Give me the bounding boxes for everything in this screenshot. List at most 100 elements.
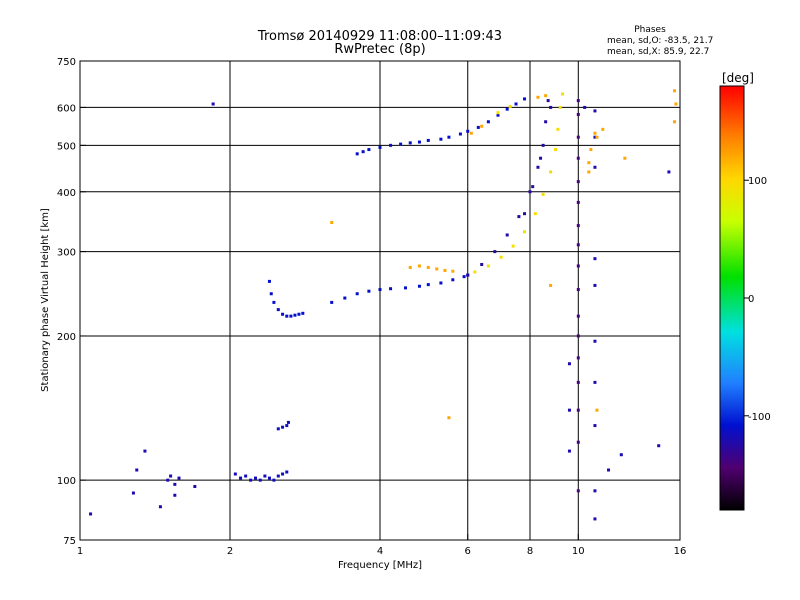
- data-point: [458, 132, 462, 136]
- phase-x-stats: mean, sd,X: 85.9, 22.7: [607, 47, 709, 57]
- data-point: [258, 478, 262, 482]
- data-point: [330, 221, 334, 225]
- data-point: [378, 145, 382, 149]
- data-point: [286, 420, 290, 424]
- data-point: [576, 99, 580, 103]
- data-point: [576, 380, 580, 384]
- data-point: [528, 190, 532, 194]
- x-tick-label: 4: [377, 546, 383, 557]
- data-point: [511, 244, 515, 248]
- data-point: [480, 124, 484, 128]
- data-point: [505, 233, 509, 237]
- data-point: [576, 288, 580, 292]
- data-point: [435, 267, 439, 271]
- data-point: [576, 356, 580, 360]
- data-point: [480, 262, 484, 266]
- data-point: [297, 312, 301, 316]
- data-point: [673, 120, 677, 124]
- colorbar-label: [deg]: [722, 71, 754, 85]
- colorbar-tick-label: -100: [748, 412, 771, 423]
- data-point: [493, 250, 497, 254]
- colorbar-ticks: 100 0 -100: [744, 176, 771, 423]
- data-point: [576, 440, 580, 444]
- data-point: [355, 292, 359, 296]
- y-tick-label: 75: [63, 536, 76, 547]
- data-point: [417, 264, 421, 268]
- chart-subtitle: RwPretec (8p): [334, 42, 425, 57]
- data-point: [595, 408, 599, 412]
- data-point: [249, 478, 253, 482]
- data-point: [143, 449, 147, 453]
- data-point: [166, 478, 170, 482]
- data-point: [593, 517, 597, 521]
- data-point: [576, 224, 580, 228]
- data-point: [244, 474, 248, 478]
- data-point: [576, 200, 580, 204]
- data-point: [281, 472, 285, 476]
- data-point: [403, 286, 407, 290]
- data-point: [536, 95, 540, 99]
- chart-title: Tromsø 20140929 11:08:00–11:09:43: [257, 29, 502, 44]
- data-point: [576, 180, 580, 184]
- data-point: [169, 474, 173, 478]
- data-point: [466, 129, 470, 133]
- data-point: [587, 170, 591, 174]
- data-point: [361, 150, 365, 154]
- data-point: [408, 265, 412, 269]
- data-point: [272, 478, 276, 482]
- data-point: [462, 275, 466, 279]
- data-point: [285, 424, 289, 428]
- data-point: [587, 161, 591, 165]
- data-point: [523, 212, 527, 216]
- data-point: [426, 283, 430, 287]
- data-point: [417, 140, 421, 144]
- x-tick-label: 6: [465, 546, 471, 557]
- data-point: [267, 279, 271, 283]
- data-point: [269, 292, 273, 296]
- data-point: [657, 444, 661, 448]
- phase-heading: Phases: [634, 25, 666, 35]
- y-tick-label: 500: [57, 141, 76, 152]
- data-point: [285, 314, 289, 318]
- data-point: [281, 425, 285, 429]
- data-point: [233, 472, 237, 476]
- y-tick-label: 100: [57, 476, 76, 487]
- data-point: [505, 107, 509, 111]
- data-point: [285, 470, 289, 474]
- data-point: [253, 476, 257, 480]
- data-point: [173, 482, 177, 486]
- data-point: [593, 165, 597, 169]
- data-point: [576, 243, 580, 247]
- data-point: [576, 334, 580, 338]
- data-point: [558, 105, 562, 109]
- data-point: [514, 102, 518, 106]
- data-point: [173, 493, 177, 497]
- colorbar-tick-label: 100: [748, 176, 767, 187]
- data-points: [89, 89, 678, 521]
- data-point: [408, 141, 412, 145]
- data-point: [593, 380, 597, 384]
- y-tick-label: 600: [57, 103, 76, 114]
- data-point: [544, 94, 548, 98]
- data-point: [549, 170, 553, 174]
- data-point: [473, 270, 477, 274]
- x-axis-label: Frequency [MHz]: [338, 560, 422, 571]
- data-point: [623, 156, 627, 160]
- data-point: [466, 273, 470, 277]
- x-tick-label: 16: [674, 546, 687, 557]
- data-point: [426, 138, 430, 142]
- data-point: [131, 491, 135, 495]
- data-point: [476, 125, 480, 129]
- data-point: [301, 311, 305, 315]
- data-point: [496, 113, 500, 117]
- data-point: [426, 265, 430, 269]
- data-point: [567, 362, 571, 366]
- data-point: [546, 99, 550, 103]
- data-point: [451, 278, 455, 282]
- data-point: [517, 215, 521, 219]
- grid-lines: [80, 61, 680, 540]
- data-point: [619, 453, 623, 457]
- data-point: [267, 476, 271, 480]
- data-point: [417, 284, 421, 288]
